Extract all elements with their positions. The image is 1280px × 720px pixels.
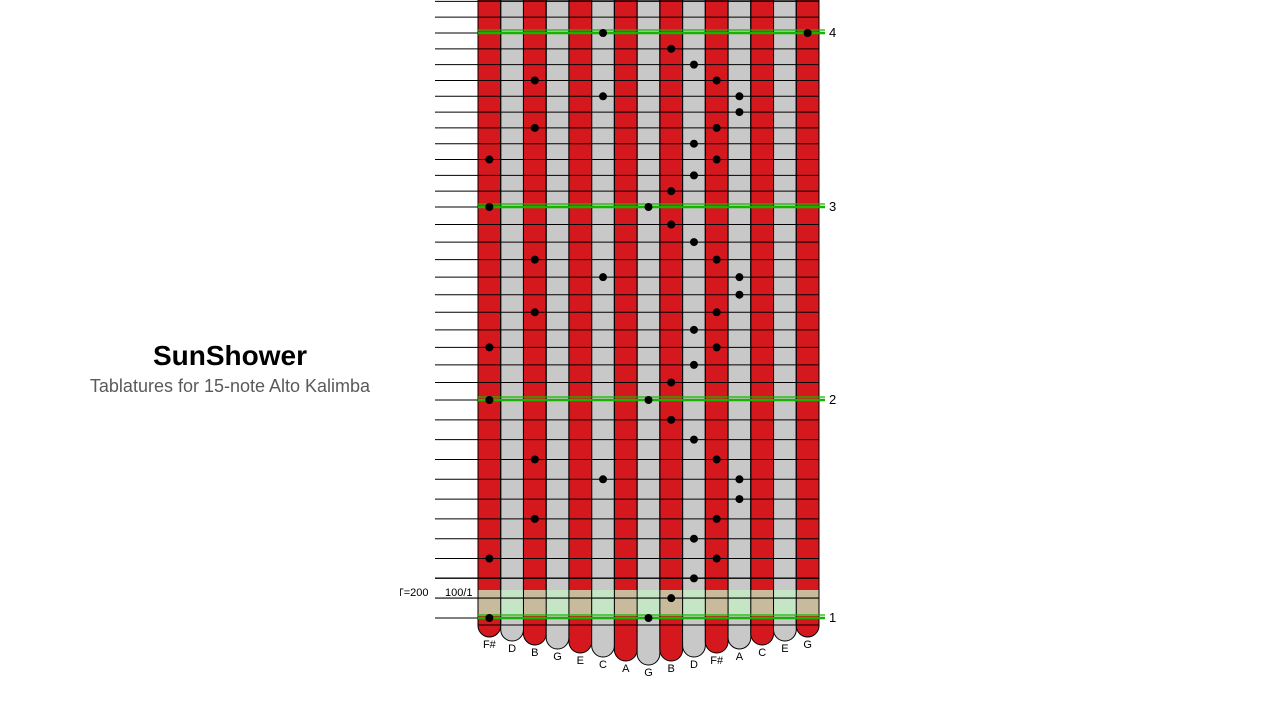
note-dot — [599, 273, 607, 281]
tine-label: E — [577, 655, 584, 667]
note-dot — [485, 555, 493, 563]
title-block: SunShower Tablatures for 15-note Alto Ka… — [40, 340, 420, 397]
tine-label: C — [599, 659, 607, 671]
tine-tail — [774, 625, 797, 641]
note-dot — [485, 396, 493, 404]
tine-label: A — [736, 651, 744, 663]
tine-tail — [478, 625, 501, 637]
note-dot — [735, 291, 743, 299]
note-dot — [690, 326, 698, 334]
note-dot — [804, 29, 812, 37]
tine-label: D — [508, 643, 516, 655]
note-dot — [645, 396, 653, 404]
note-dot — [713, 156, 721, 164]
note-dot — [713, 256, 721, 264]
note-dot — [713, 455, 721, 463]
tine-label: E — [781, 643, 788, 655]
tine-tail — [523, 625, 546, 645]
tine-tail — [614, 625, 637, 661]
note-dot — [713, 555, 721, 563]
note-dot — [485, 156, 493, 164]
note-dot — [690, 171, 698, 179]
note-dot — [690, 574, 698, 582]
note-dot — [531, 124, 539, 132]
note-dot — [531, 256, 539, 264]
green-band — [478, 590, 819, 616]
note-dot — [531, 76, 539, 84]
tine-label: D — [690, 659, 698, 671]
note-dot — [713, 308, 721, 316]
note-dot — [645, 203, 653, 211]
song-title: SunShower — [40, 340, 420, 372]
tine-label: G — [644, 667, 653, 679]
note-dot — [531, 308, 539, 316]
tine-tail — [751, 625, 774, 645]
measure-number: 2 — [829, 392, 836, 407]
note-dot — [735, 495, 743, 503]
note-dot — [531, 455, 539, 463]
note-dot — [690, 535, 698, 543]
tine-label: G — [553, 651, 562, 663]
tempo-label: T=200 — [400, 587, 429, 599]
note-dot — [667, 45, 675, 53]
tine-tail — [501, 625, 524, 641]
tine-label: B — [531, 647, 538, 659]
measure-number: 3 — [829, 199, 836, 214]
note-dot — [690, 436, 698, 444]
note-dot — [667, 416, 675, 424]
tine-tail — [637, 625, 660, 665]
tine-tail — [592, 625, 615, 657]
kalimba-tablature: 1 2 3 4 T=200 100/1 F# D B G E C A G B D F# A C E G — [400, 0, 880, 720]
note-dot — [485, 203, 493, 211]
tine-label: B — [668, 663, 675, 675]
note-dot — [667, 378, 675, 386]
measure-number: 1 — [829, 610, 836, 625]
note-dot — [735, 92, 743, 100]
note-dot — [690, 361, 698, 369]
note-dot — [735, 273, 743, 281]
note-dot — [599, 92, 607, 100]
tine-label: A — [622, 663, 630, 675]
note-dot — [599, 475, 607, 483]
tine-tail — [683, 625, 706, 657]
note-dot — [713, 343, 721, 351]
tine-label: C — [758, 647, 766, 659]
note-dot — [713, 124, 721, 132]
measure-number: 4 — [829, 25, 836, 40]
note-dot — [645, 614, 653, 622]
note-dot — [667, 221, 675, 229]
tine-tail — [546, 625, 569, 649]
tine-tail — [728, 625, 751, 649]
note-dot — [690, 238, 698, 246]
note-dot — [735, 108, 743, 116]
tine-label: F# — [483, 639, 497, 651]
note-dot — [531, 515, 539, 523]
tine-tail — [569, 625, 592, 653]
tine-tail — [705, 625, 728, 653]
note-dot — [667, 187, 675, 195]
note-dot — [667, 594, 675, 602]
note-dot — [735, 475, 743, 483]
note-dot — [690, 140, 698, 148]
note-dot — [485, 614, 493, 622]
tine-tail — [660, 625, 683, 661]
tine-label: F# — [710, 655, 724, 667]
tine-label: G — [803, 639, 812, 651]
beat-label: 100/1 — [445, 587, 473, 599]
tine-tail — [796, 625, 819, 637]
note-dot — [485, 343, 493, 351]
note-dot — [690, 61, 698, 69]
note-dot — [599, 29, 607, 37]
note-dot — [713, 76, 721, 84]
note-dot — [713, 515, 721, 523]
song-subtitle: Tablatures for 15-note Alto Kalimba — [40, 376, 420, 397]
